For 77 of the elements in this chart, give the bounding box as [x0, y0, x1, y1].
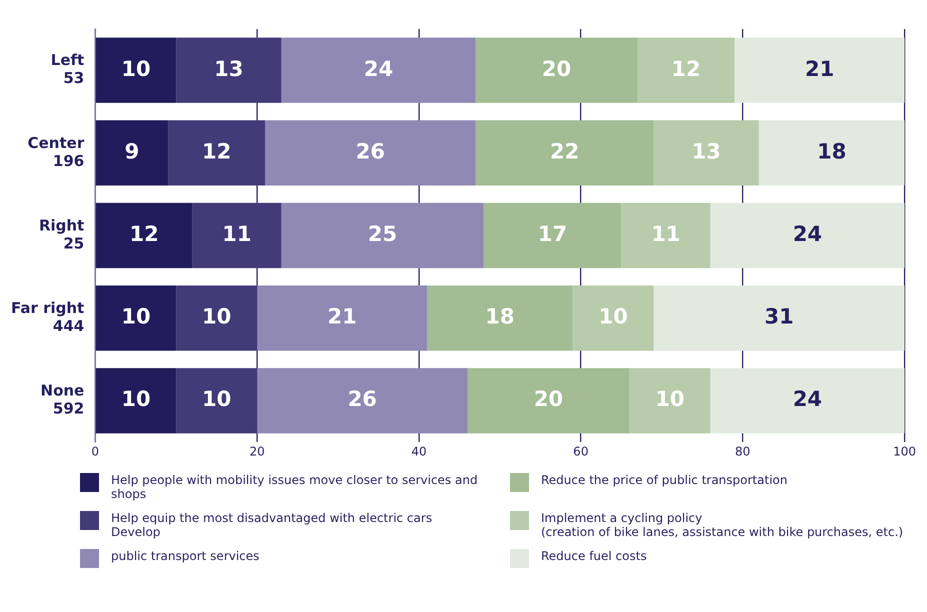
data-label: 17 — [538, 222, 568, 246]
legend-label: Reduce fuel costs — [541, 549, 647, 563]
data-label: 12 — [202, 139, 232, 164]
bar — [468, 368, 630, 434]
bar — [96, 120, 168, 186]
data-label: 10 — [202, 387, 232, 412]
bar — [176, 38, 282, 103]
data-label: 20 — [542, 56, 572, 81]
bar — [281, 202, 484, 268]
data-label: 10 — [121, 56, 151, 81]
bar — [176, 285, 258, 351]
data-label: 24 — [792, 222, 822, 246]
bar — [476, 38, 638, 103]
bar — [281, 38, 476, 103]
bar — [96, 368, 176, 434]
data-label: 24 — [364, 56, 394, 81]
legend-label: public transport services — [111, 549, 260, 563]
legend-label: Reduce the price of public transportation — [541, 473, 788, 487]
bar — [96, 38, 176, 103]
bar — [654, 285, 905, 351]
data-label: 10 — [121, 304, 151, 329]
y-tick-label: Center 196 — [28, 134, 85, 170]
data-label: 13 — [692, 139, 721, 164]
data-label: 11 — [651, 222, 680, 246]
data-label: 21 — [327, 304, 357, 329]
bar — [629, 368, 710, 434]
y-tick-label: None 592 — [40, 382, 84, 418]
bar — [710, 368, 905, 434]
data-label: 24 — [792, 387, 822, 412]
data-label: 31 — [764, 304, 794, 329]
data-label: 25 — [368, 222, 398, 246]
data-label: 22 — [550, 139, 580, 164]
y-tick-label: Right 25 — [38, 216, 84, 252]
data-label: 10 — [655, 387, 684, 412]
data-label: 12 — [129, 222, 159, 246]
bar — [476, 120, 654, 186]
data-label: 9 — [124, 139, 140, 164]
data-label: 26 — [348, 387, 377, 412]
bar — [572, 285, 654, 351]
data-label: 18 — [817, 139, 846, 164]
x-tick-label: 40 — [411, 444, 427, 458]
bar — [176, 368, 258, 434]
data-label: 18 — [485, 304, 515, 329]
x-tick-label: 20 — [249, 444, 265, 458]
bar — [265, 120, 476, 186]
bar — [257, 285, 428, 351]
legend-label: Help people with mobility issues move closer to services and shops — [111, 473, 479, 501]
bar — [427, 285, 573, 351]
bar — [710, 202, 905, 268]
x-tick-label: 80 — [735, 444, 750, 458]
bar — [637, 38, 735, 103]
x-tick-label: 60 — [573, 444, 588, 458]
data-label: 10 — [598, 304, 628, 329]
bar — [654, 120, 759, 186]
bar — [192, 202, 282, 268]
x-tick-label: 0 — [91, 444, 100, 458]
bar — [484, 202, 622, 268]
y-tick-label: Left 53 — [50, 51, 84, 88]
data-label: 12 — [671, 56, 701, 81]
legend-label: Implement a cycling policy (creation of bike lanes, assistance with bike purchases, etc.) — [541, 511, 904, 539]
bar — [257, 368, 468, 434]
data-label: 26 — [356, 139, 386, 164]
bar — [96, 202, 192, 268]
bar — [758, 120, 905, 186]
data-label: 13 — [214, 56, 244, 81]
data-label: 10 — [121, 387, 151, 412]
data-label: 11 — [222, 222, 252, 246]
bar — [96, 285, 176, 351]
legend-label: Help equip the most disadvantaged with electric cars Develop — [111, 511, 434, 539]
data-label: 20 — [534, 387, 564, 412]
bar — [734, 38, 905, 103]
bar — [621, 202, 710, 268]
data-label: 10 — [202, 304, 232, 329]
bar — [168, 120, 266, 186]
x-tick-label: 100 — [893, 444, 916, 458]
y-tick-label: Far right 444 — [10, 298, 84, 335]
data-label: 21 — [804, 56, 834, 81]
